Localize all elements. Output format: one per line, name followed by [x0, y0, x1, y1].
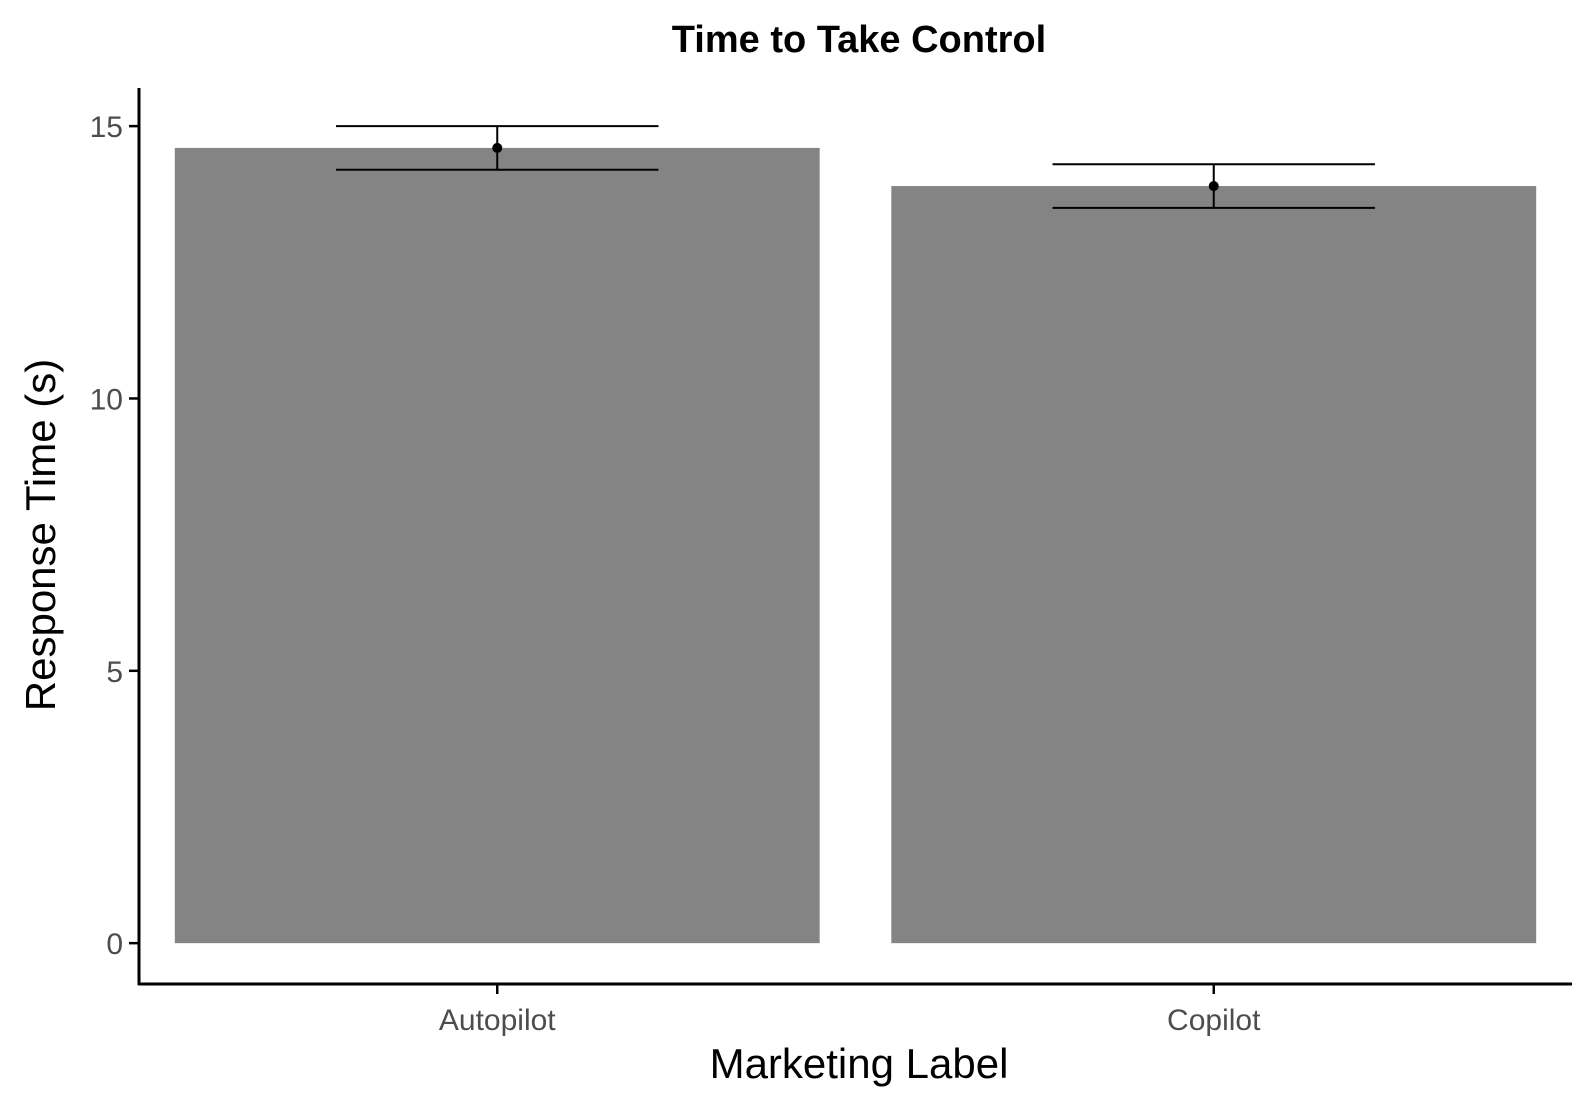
x-tick-label-autopilot: Autopilot [439, 1004, 556, 1037]
plot-area: Autopilot Copilot 0 5 10 15 [90, 88, 1572, 1037]
y-tick-label-10: 10 [90, 383, 123, 416]
y-tick-label-5: 5 [106, 656, 123, 689]
y-tick-label-0: 0 [106, 928, 123, 961]
mean-point-copilot [1208, 181, 1219, 192]
y-axis-title: Response Time (s) [17, 359, 64, 711]
bar-copilot [891, 186, 1537, 944]
x-axis-title: Marketing Label [710, 1040, 1009, 1087]
chart-title: Time to Take Control [672, 19, 1046, 61]
y-tick-label-15: 15 [90, 111, 123, 144]
bar-autopilot [174, 147, 820, 944]
x-tick-label-copilot: Copilot [1167, 1004, 1261, 1037]
mean-point-autopilot [492, 142, 503, 153]
